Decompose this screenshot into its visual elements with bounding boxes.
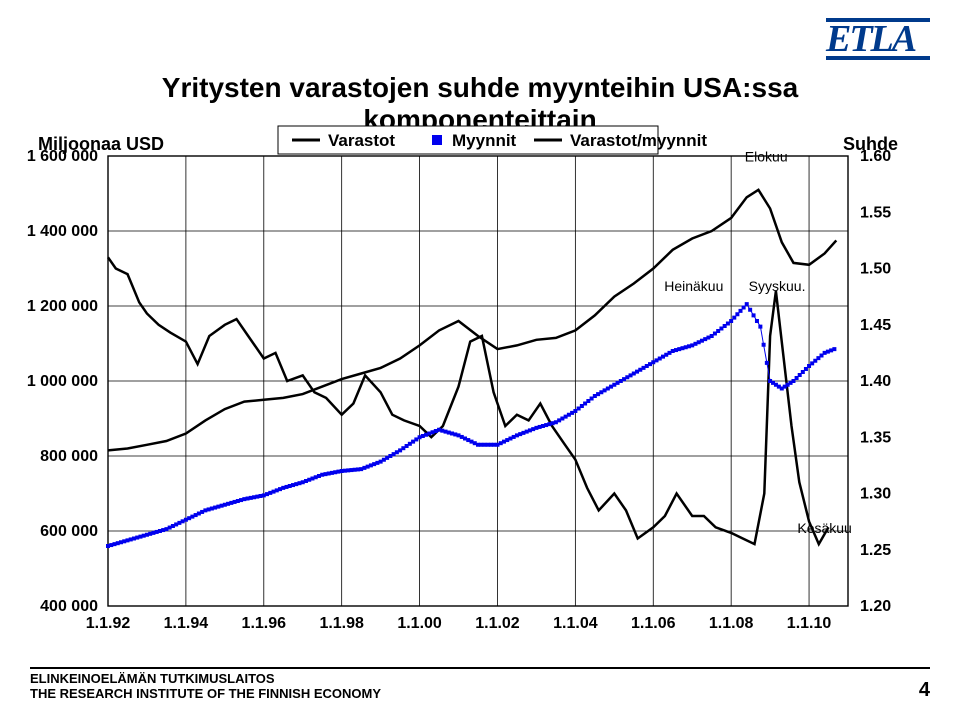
svg-text:1.55: 1.55 [860,204,891,221]
svg-text:1.1.10: 1.1.10 [787,615,832,632]
footer-line-2: THE RESEARCH INSTITUTE OF THE FINNISH EC… [30,686,381,701]
svg-text:1 400 000: 1 400 000 [27,223,98,240]
svg-text:1.1.02: 1.1.02 [475,615,520,632]
svg-text:1.30: 1.30 [860,486,891,503]
page-number: 4 [919,679,930,702]
svg-text:1 000 000: 1 000 000 [27,373,98,390]
svg-text:Heinäkuu: Heinäkuu [664,278,723,294]
svg-text:Kesäkuu: Kesäkuu [797,520,851,536]
svg-text:1.35: 1.35 [860,429,891,446]
svg-text:1.1.96: 1.1.96 [242,615,287,632]
svg-text:400 000: 400 000 [40,598,98,615]
svg-text:Varastot/myynnit: Varastot/myynnit [570,131,707,150]
svg-text:1.1.94: 1.1.94 [164,615,209,632]
svg-text:1.50: 1.50 [860,261,891,278]
svg-text:600 000: 600 000 [40,523,98,540]
slide: ETLA Yritysten varastojen suhde myynteih… [0,0,960,716]
footer-text: ELINKEINOELÄMÄN TUTKIMUSLAITOS THE RESEA… [30,671,381,702]
svg-text:1.1.00: 1.1.00 [397,615,442,632]
svg-text:Miljoonaa USD: Miljoonaa USD [38,134,164,154]
svg-text:1 200 000: 1 200 000 [27,298,98,315]
svg-text:Varastot: Varastot [328,131,395,150]
chart: 1 600 0001 400 0001 200 0001 000 000800 … [0,0,960,680]
svg-text:1.20: 1.20 [860,598,891,615]
svg-text:1.1.06: 1.1.06 [631,615,676,632]
svg-text:1.25: 1.25 [860,542,891,559]
svg-text:Elokuu: Elokuu [745,149,788,165]
footer-line-1: ELINKEINOELÄMÄN TUTKIMUSLAITOS [30,671,275,686]
svg-text:1.1.92: 1.1.92 [86,615,131,632]
svg-text:800 000: 800 000 [40,448,98,465]
svg-text:1.40: 1.40 [860,373,891,390]
footer: ELINKEINOELÄMÄN TUTKIMUSLAITOS THE RESEA… [30,667,930,702]
svg-text:1.1.98: 1.1.98 [319,615,364,632]
svg-text:1.1.04: 1.1.04 [553,615,598,632]
svg-text:Syyskuu.: Syyskuu. [749,278,806,294]
svg-text:1.1.08: 1.1.08 [709,615,754,632]
svg-text:1.45: 1.45 [860,317,891,334]
svg-text:Suhde: Suhde [843,134,898,154]
svg-text:Myynnit: Myynnit [452,131,517,150]
